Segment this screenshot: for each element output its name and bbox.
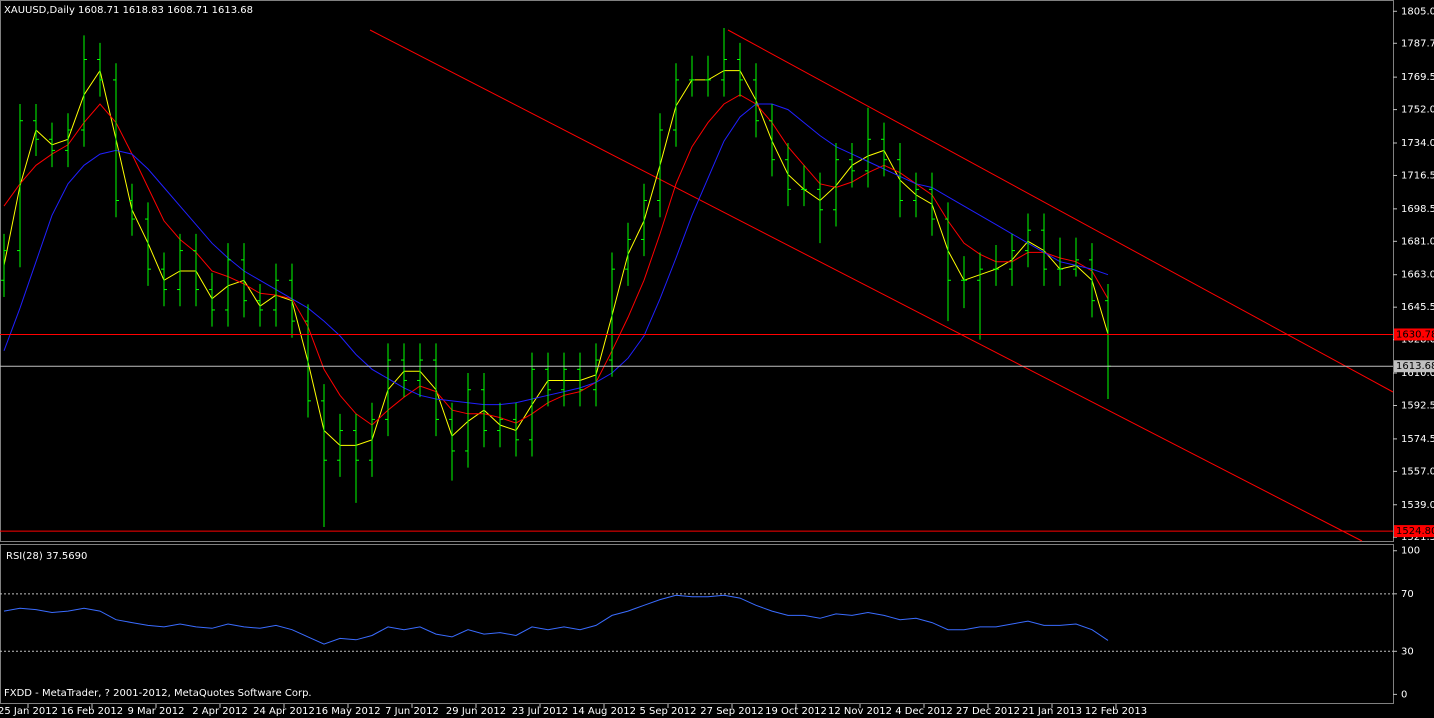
y-tick-label: 1734.00 — [1401, 138, 1434, 149]
x-tick-label: 16 Feb 2012 — [61, 706, 123, 717]
x-tick-label: 27 Dec 2012 — [956, 706, 1020, 717]
y-tick-label: 0 — [1401, 689, 1407, 700]
price-label-box — [1394, 328, 1434, 341]
moving-average — [3, 94, 1109, 426]
price-panel — [0, 0, 1394, 542]
y-tick-label: 1681.00 — [1401, 236, 1434, 247]
x-tick-label: 5 Sep 2012 — [639, 706, 696, 717]
x-tick-label: 12 Nov 2012 — [828, 706, 892, 717]
rsi-line — [3, 594, 1109, 645]
y-tick-label: 1698.50 — [1401, 204, 1434, 215]
x-tick-label: 12 Feb 2013 — [1085, 706, 1147, 717]
channel-upper — [727, 29, 1394, 393]
x-tick-label: 14 Aug 2012 — [572, 706, 636, 717]
x-tick-label: 4 Dec 2012 — [895, 706, 953, 717]
plot: 1805.00 1787.75 1769.50 1752.00 1734.00 1716.… — [0, 6, 1434, 717]
x-tick-label: 9 Mar 2012 — [127, 706, 184, 717]
x-tick-label: 27 Sep 2012 — [700, 706, 763, 717]
y-tick-label: 1805.00 — [1401, 6, 1434, 17]
footer: FXDD - MetaTrader, ? 2001-2012, MetaQuot… — [4, 688, 312, 699]
x-tick-label: 7 Jun 2012 — [385, 706, 439, 717]
y-tick-label: 1716.50 — [1401, 170, 1434, 181]
y-tick-label: 1752.00 — [1401, 105, 1434, 116]
y-tick-label: 1539.00 — [1401, 500, 1434, 511]
y-tick-label: 1787.75 — [1401, 38, 1434, 49]
moving-average — [3, 103, 1109, 406]
y-tick-label: 1557.00 — [1401, 466, 1434, 477]
y-tick-label: 1610.00 — [1401, 368, 1434, 379]
x-tick-label: 29 Jun 2012 — [446, 706, 506, 717]
y-tick-label: 1521.50 — [1401, 532, 1434, 543]
moving-average — [3, 69, 1109, 446]
y-tick-label: 1769.50 — [1401, 72, 1434, 83]
y-tick-label: 1592.50 — [1401, 401, 1434, 412]
price-label: 1524.80 — [1396, 526, 1434, 537]
x-tick-label: 2 Apr 2012 — [192, 706, 247, 717]
channel-lower — [369, 29, 1363, 542]
y-tick-label: 1574.50 — [1401, 434, 1434, 445]
y-tick-label: 30 — [1401, 646, 1414, 657]
y-tick-label: 100 — [1401, 546, 1420, 557]
x-tick-label: 19 Oct 2012 — [765, 706, 827, 717]
price-label-box — [1394, 525, 1434, 538]
price-label: 1630.78 — [1396, 329, 1434, 340]
x-tick-label: 23 Jul 2012 — [512, 706, 569, 717]
price-label: 1613.68 — [1396, 361, 1434, 372]
x-tick-label: 24 Apr 2012 — [253, 706, 315, 717]
y-tick-label: 1645.50 — [1401, 302, 1434, 313]
y-tick-label: 70 — [1401, 589, 1414, 600]
x-tick-label: 25 Jan 2012 — [0, 706, 58, 717]
x-tick-label: 21 Jan 2013 — [1022, 706, 1082, 717]
price-label-box — [1394, 360, 1434, 373]
chart-title: XAUUSD,Daily 1608.71 1618.83 1608.71 161… — [4, 5, 253, 16]
rsi-title: RSI(28) 37.5690 — [6, 551, 87, 562]
rsi-panel — [0, 544, 1394, 704]
y-tick-label: 1663.00 — [1401, 270, 1434, 281]
x-tick-label: 16 May 2012 — [315, 706, 380, 717]
